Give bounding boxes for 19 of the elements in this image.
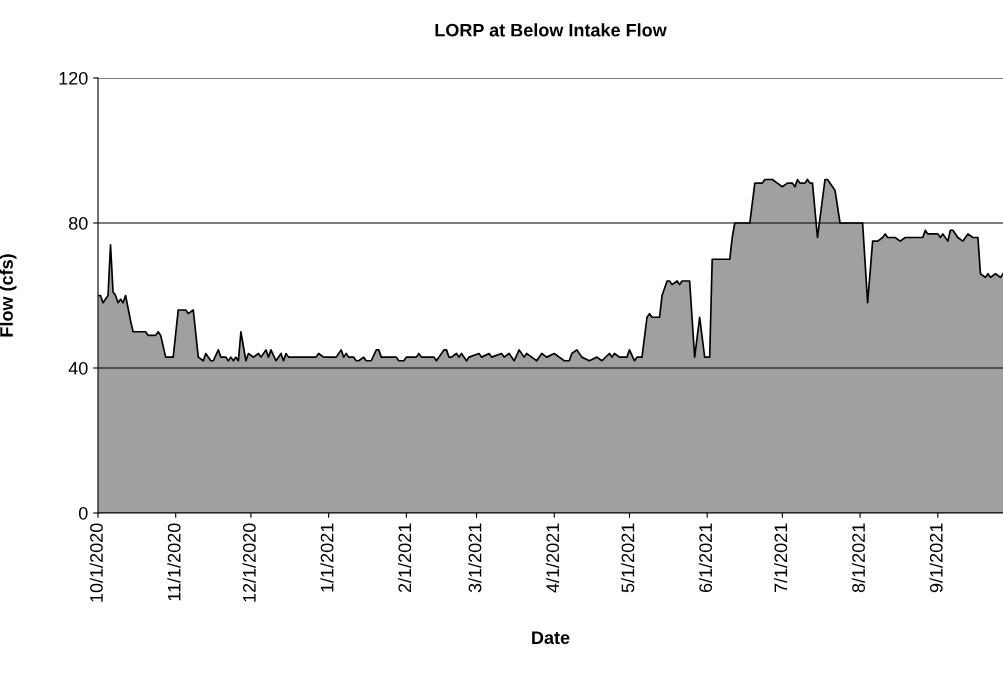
x-tick-label: 4/1/2021 — [545, 523, 560, 593]
x-tick-label: 7/1/2021 — [773, 523, 788, 593]
y-tick-label: 80 — [68, 216, 88, 230]
y-tick-label: 0 — [78, 506, 88, 520]
x-tick-label: 8/1/2021 — [851, 523, 865, 593]
y-axis-title: Flow (cfs) — [0, 254, 17, 337]
x-tick-label: 11/1/2020 — [167, 523, 181, 601]
x-tick-label: 2/1/2021 — [397, 523, 412, 593]
chart-title: LORP at Below Intake Flow — [435, 23, 667, 37]
x-tick-label: 1/1/2021 — [320, 523, 334, 592]
y-tick-label: 40 — [68, 361, 88, 375]
x-tick-label: 3/1/2021 — [468, 523, 482, 593]
x-tick-label: 6/1/2021 — [698, 523, 713, 593]
x-tick-label: 5/1/2021 — [621, 523, 635, 593]
x-tick-label: 10/1/2020 — [89, 523, 103, 602]
x-axis-title: Date — [532, 631, 570, 645]
x-tick-label: 9/1/2021 — [929, 523, 943, 593]
y-tick-label: 120 — [59, 71, 88, 85]
x-tick-label: 12/1/2020 — [242, 523, 256, 602]
